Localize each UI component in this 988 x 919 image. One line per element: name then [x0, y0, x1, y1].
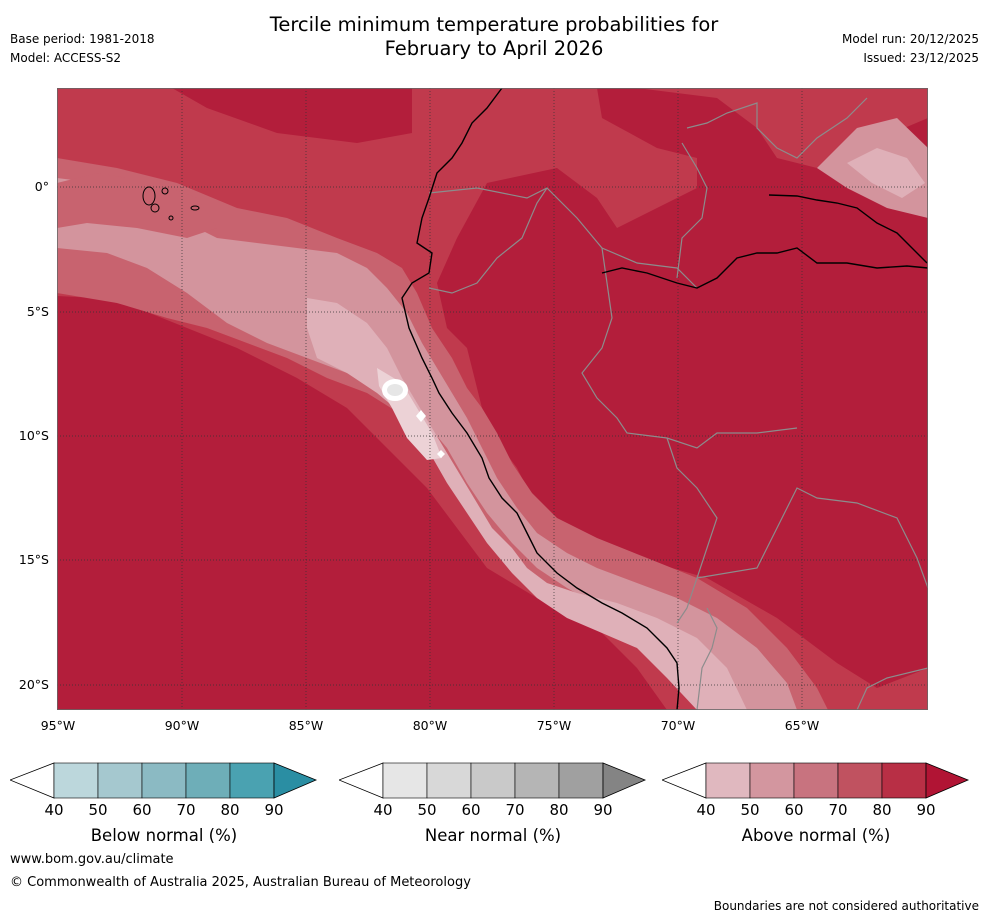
colorbar-segment [53, 762, 99, 799]
colorbar-segment [705, 762, 751, 799]
legend-near-normal: 40 50 60 70 80 90 Near normal (%) [337, 762, 647, 857]
legend-above-normal: 40 50 60 70 80 90 Above normal (%) [660, 762, 970, 857]
legend-tick: 40 [44, 801, 64, 819]
colorbar-segment [426, 762, 472, 799]
legend-tick: 70 [176, 801, 196, 819]
colorbar-segment [185, 762, 231, 799]
colorbar-segment [881, 762, 927, 799]
colorbar-segment [97, 762, 143, 799]
colorbar-segment [470, 762, 516, 799]
legend-tick: 90 [264, 801, 284, 819]
legend-tick: 50 [417, 801, 437, 819]
y-tick-5s: 5°S [26, 304, 49, 319]
above-normal-60-zone [57, 178, 797, 710]
colorbar-segment [514, 762, 560, 799]
x-tick-70w: 70°W [660, 718, 696, 733]
legend-tick: 60 [784, 801, 804, 819]
legend-tick: 80 [220, 801, 240, 819]
x-tick-95w: 95°W [40, 718, 76, 733]
base-period-label: Base period: 1981-2018 [10, 32, 155, 46]
probability-hotspot-tiny [437, 450, 445, 458]
legend-below-normal-label: Below normal (%) [90, 826, 238, 845]
x-tick-65w: 65°W [784, 718, 820, 733]
legend-tick: 90 [916, 801, 936, 819]
website-link[interactable]: www.bom.gov.au/climate [10, 852, 174, 867]
country-borders [428, 97, 928, 710]
legend-tick: 40 [696, 801, 716, 819]
map-title-line2: February to April 2026 [384, 37, 604, 60]
colorbar-segment [558, 762, 604, 799]
map-title: Tercile minimum temperature probabilitie… [0, 13, 988, 61]
y-tick-0: 0° [34, 179, 49, 194]
galapagos-islands [142, 186, 200, 221]
legend-tick: 60 [132, 801, 152, 819]
probability-map-svg [57, 88, 928, 710]
legend-above-normal-label: Above normal (%) [741, 826, 891, 845]
map-frame [57, 88, 928, 710]
issued-label: Issued: 23/12/2025 [863, 51, 979, 65]
legend-tick: 70 [828, 801, 848, 819]
colorbar-extend-high [925, 762, 970, 799]
legend-tick: 80 [549, 801, 569, 819]
probability-hotspot-core [387, 384, 403, 396]
map-title-line1: Tercile minimum temperature probabilitie… [269, 13, 719, 36]
above-normal-galapagos-zone [57, 173, 217, 238]
coastline [401, 88, 928, 710]
colorbar-segment [749, 762, 795, 799]
model-run-label: Model run: 20/12/2025 [841, 32, 979, 46]
colorbar-segment [382, 762, 428, 799]
x-tick-90w: 90°W [164, 718, 200, 733]
above-normal-50-zone [307, 298, 747, 710]
legend-tick: 50 [88, 801, 108, 819]
above-normal-amazon-core [847, 148, 925, 198]
colorbar-above-normal [660, 762, 970, 799]
colorbar-extend-low [337, 762, 384, 799]
colorbar-below-normal [8, 762, 318, 799]
legend-tick: 80 [872, 801, 892, 819]
colorbar-segment [837, 762, 883, 799]
probability-hotspot-small [416, 410, 426, 422]
colorbar-segment [141, 762, 187, 799]
x-tick-85w: 85°W [288, 718, 324, 733]
colorbar-extend-high [602, 762, 647, 799]
copyright-text: © Commonwealth of Australia 2025, Austra… [10, 875, 471, 890]
x-tick-75w: 75°W [536, 718, 572, 733]
colorbar-segment [793, 762, 839, 799]
graticule [57, 88, 928, 710]
colorbar-extend-high [273, 762, 318, 799]
model-label: Model: ACCESS-S2 [10, 51, 122, 65]
legend-tick: 50 [740, 801, 760, 819]
probability-map [57, 88, 928, 710]
disclaimer-text: Boundaries are not considered authoritat… [713, 899, 979, 913]
colorbar-segment [229, 762, 275, 799]
y-tick-20s: 20°S [18, 677, 49, 692]
colorbar-extend-low [8, 762, 55, 799]
y-tick-10s: 10°S [18, 428, 49, 443]
colorbar-near-normal [337, 762, 647, 799]
colorbar-extend-low [660, 762, 707, 799]
legend-tick: 60 [461, 801, 481, 819]
x-tick-80w: 80°W [412, 718, 448, 733]
legend-tick: 90 [593, 801, 613, 819]
legend-near-normal-label: Near normal (%) [424, 826, 562, 845]
legend-below-normal: 40 50 60 70 80 90 Below normal (%) [8, 762, 318, 857]
y-tick-15s: 15°S [18, 552, 49, 567]
legend-tick: 40 [373, 801, 393, 819]
legend-tick: 70 [505, 801, 525, 819]
